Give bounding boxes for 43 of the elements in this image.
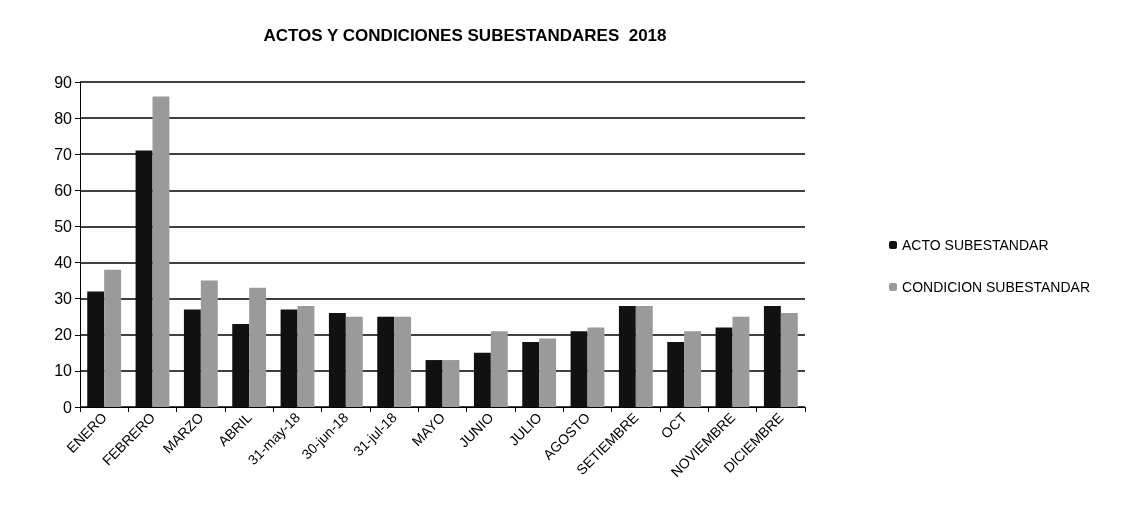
bar: [183, 309, 201, 407]
y-tick-label: 30: [54, 290, 73, 308]
bar: [684, 331, 702, 407]
y-tick-label: 10: [54, 362, 73, 380]
bar: [200, 280, 218, 407]
bar: [522, 342, 540, 407]
bar: [618, 305, 636, 407]
bar: [715, 327, 733, 407]
bar: [635, 305, 653, 407]
y-tick-label: 20: [54, 326, 73, 344]
bar: [473, 352, 491, 407]
legend-label: ACTO SUBESTANDAR: [902, 237, 1049, 253]
bar: [280, 309, 298, 407]
bar: [539, 338, 557, 407]
y-tick-label: 80: [54, 109, 73, 127]
bar: [587, 327, 605, 407]
y-tick-label: 40: [54, 254, 73, 272]
bar: [780, 313, 798, 407]
y-tick-label: 60: [54, 181, 73, 199]
legend-label: CONDICION SUBESTANDAR: [902, 279, 1090, 295]
bar: [667, 342, 685, 407]
bar: [328, 313, 346, 407]
y-tick-label: 50: [54, 217, 73, 235]
bar: [104, 269, 122, 407]
bar: [152, 96, 170, 407]
bar: [394, 316, 412, 407]
bar: [425, 360, 443, 407]
bar: [249, 287, 267, 407]
chart-title: ACTOS Y CONDICIONES SUBESTANDARES 2018: [263, 26, 667, 45]
bar: [732, 316, 750, 407]
y-tick-label: 90: [54, 73, 73, 91]
bar: [490, 331, 508, 407]
bar: [135, 150, 153, 407]
bar: [377, 316, 395, 407]
bar: [232, 323, 250, 407]
y-tick-label: 0: [63, 398, 73, 416]
bar: [763, 305, 781, 407]
bar: [442, 360, 460, 407]
bar: [87, 291, 105, 407]
y-tick-label: 70: [54, 145, 73, 163]
bar: [570, 331, 588, 407]
bar: [345, 316, 363, 407]
bar: [297, 305, 315, 407]
